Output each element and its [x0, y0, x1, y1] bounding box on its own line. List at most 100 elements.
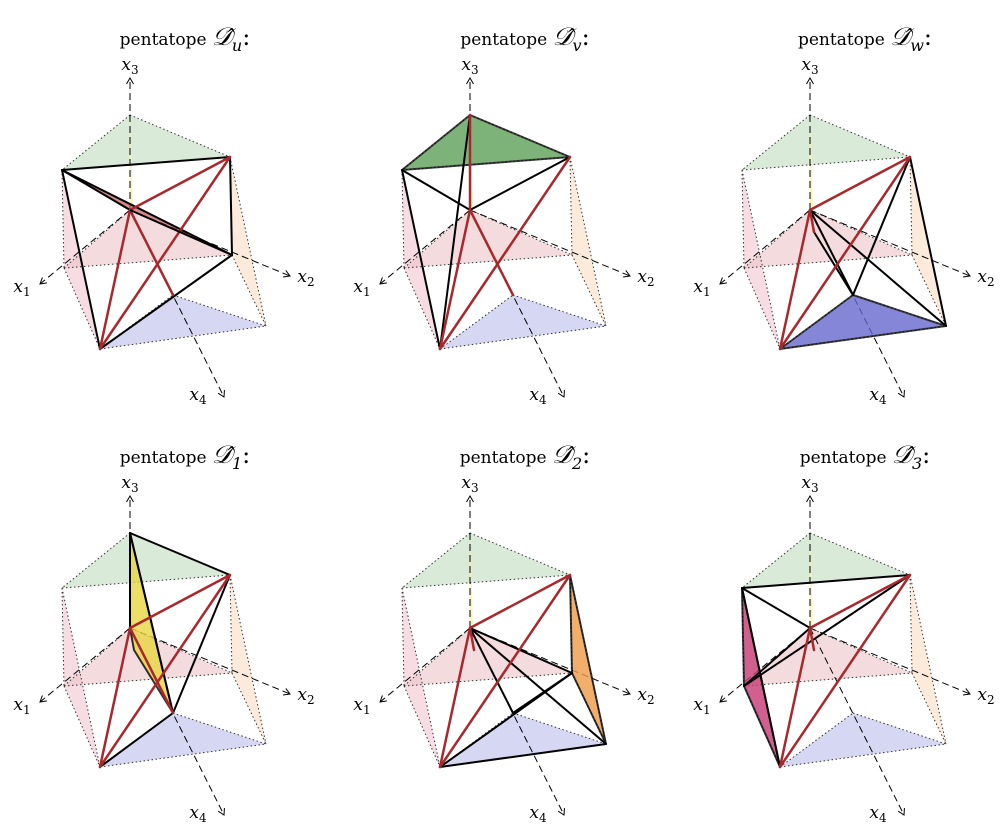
axis-x2-arrowhead	[623, 270, 631, 278]
tetra-edge	[469, 627, 607, 745]
axis-x1	[39, 209, 131, 285]
title-word: pentatope	[120, 448, 212, 468]
dotted-edge	[779, 712, 854, 768]
dotted-edge	[741, 169, 781, 350]
ghost-bottom-face	[100, 713, 266, 767]
title-word: pentatope	[798, 30, 890, 50]
axis-x2-arrowhead	[283, 688, 291, 696]
dotted-edge	[61, 574, 231, 589]
tetra-edge	[469, 627, 573, 674]
tetra-edge	[61, 156, 231, 171]
panel-title: pentatope 𝒟̂2:	[460, 440, 591, 473]
diagonal-edge	[778, 208, 812, 351]
axis-label-x4: x4	[189, 385, 207, 407]
axis-label-x2-subscript: 2	[647, 275, 655, 289]
diagonal-edge	[778, 155, 912, 351]
axis-label-x3-base: x	[461, 473, 471, 493]
title-suffix: :	[242, 441, 250, 469]
tetra-edge	[61, 169, 101, 350]
dotted-edge	[229, 574, 267, 745]
dotted-edge	[911, 672, 947, 745]
dotted-edge	[129, 627, 233, 674]
axis-label-x1-subscript: 1	[363, 285, 371, 299]
axis-label-x1-subscript: 1	[703, 703, 711, 717]
dotted-edge	[231, 672, 267, 745]
axis-x3-arrowhead	[466, 495, 474, 503]
axis-x1-arrowhead	[719, 695, 727, 703]
axis-x2-arrowhead	[623, 688, 631, 696]
axis-x1-arrowhead	[39, 695, 47, 703]
tetra-edge	[129, 209, 233, 256]
ghost-bottom-face	[100, 295, 266, 349]
axis-label-x3-subscript: 3	[471, 63, 479, 77]
axis-x3-arrowhead	[126, 77, 134, 85]
dotted-edge	[512, 712, 607, 745]
axis-label-x4-subscript: 4	[879, 811, 887, 825]
axis-label-x3-base: x	[121, 55, 131, 75]
axis-x1-arrowhead	[379, 695, 387, 703]
tetra-edge	[99, 254, 233, 350]
dotted-edge	[63, 672, 233, 687]
title-suffix: :	[582, 23, 590, 51]
tetra-edge	[852, 156, 911, 296]
title-suffix: :	[582, 441, 590, 469]
axis-label-x2-base: x	[637, 685, 647, 705]
axis-label-x2-base: x	[297, 685, 307, 705]
axis-label-x2: x2	[297, 267, 314, 289]
diagonal-edge	[808, 155, 912, 212]
axis-label-x4-subscript: 4	[879, 393, 887, 407]
axis-x2-arrowhead	[963, 688, 971, 696]
tetra-edge	[401, 169, 471, 211]
tetra-edge	[809, 209, 854, 296]
dotted-edge	[403, 685, 441, 768]
tetra-edge	[743, 627, 811, 687]
dotted-edge	[809, 209, 913, 256]
tetra-edge	[741, 574, 911, 589]
ghost-right-face	[230, 575, 266, 744]
axis-label-x2: x2	[637, 685, 654, 707]
axis-label-x3-base: x	[121, 473, 131, 493]
axis-label-x1-subscript: 1	[23, 285, 31, 299]
axis-label-x4-base: x	[869, 385, 879, 405]
panel-title: pentatope 𝒟̂u:	[120, 22, 251, 55]
dotted-edge	[401, 587, 405, 687]
axis-x2	[809, 209, 971, 277]
panel-title: pentatope 𝒟̂1:	[120, 440, 251, 473]
axis-x4-arrowhead	[217, 808, 225, 816]
axis-label-x2: x2	[297, 685, 314, 707]
axis-x2-arrowhead	[963, 270, 971, 278]
axis-label-x4: x4	[529, 803, 547, 825]
panel-title: pentatope 𝒟̂v:	[460, 22, 589, 55]
ghost-mid-face	[744, 210, 912, 268]
ghost-top-face	[402, 533, 570, 588]
highlight-face	[779, 294, 947, 350]
tetra-edge	[909, 156, 947, 327]
tetra-edge	[813, 231, 854, 296]
axis-x2	[129, 627, 291, 695]
axis-label-x3: x3	[801, 473, 818, 495]
ghost-mid-face	[404, 210, 572, 268]
title-word: pentatope	[460, 30, 552, 50]
axis-label-x4-base: x	[529, 385, 539, 405]
dotted-edge	[63, 685, 101, 768]
dotted-edge	[469, 209, 573, 256]
diagonal-edge	[128, 155, 232, 212]
axis-label-x2-subscript: 2	[307, 275, 315, 289]
highlight-face	[401, 114, 571, 171]
diagonal-edge	[438, 155, 572, 351]
dotted-edge	[809, 627, 913, 674]
title-subscript: 3	[912, 454, 922, 473]
axis-x3-arrowhead	[126, 495, 134, 503]
diagonal-edge	[128, 573, 232, 630]
axis-label-x2-base: x	[297, 267, 307, 287]
axis-label-x2-subscript: 2	[307, 693, 315, 707]
axis-label-x1-subscript: 1	[23, 703, 31, 717]
dotted-edge	[743, 267, 781, 350]
diagonal-edge	[468, 208, 515, 297]
axis-label-x3-subscript: 3	[131, 63, 139, 77]
diagonal-edge	[468, 626, 476, 652]
dotted-edge	[741, 532, 811, 589]
title-word: pentatope	[800, 448, 892, 468]
